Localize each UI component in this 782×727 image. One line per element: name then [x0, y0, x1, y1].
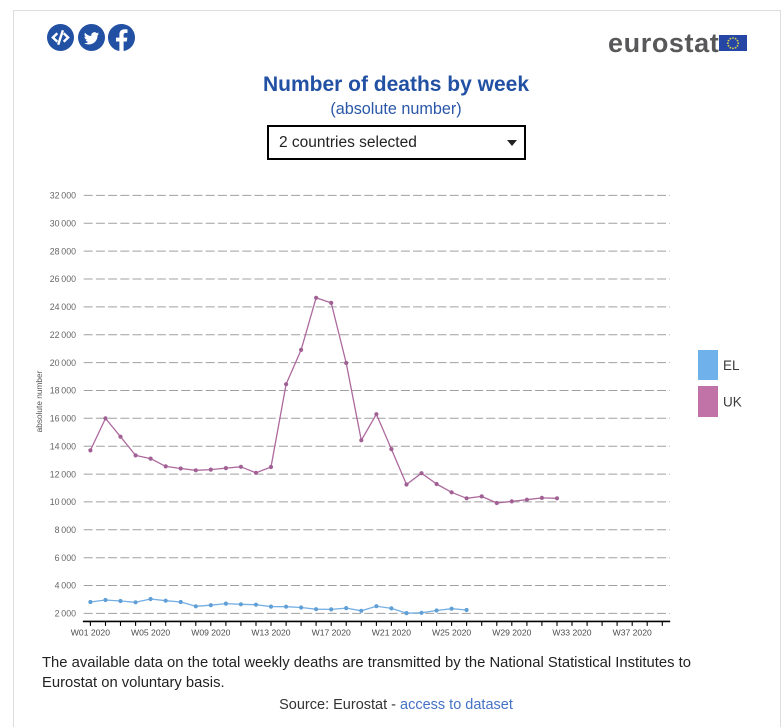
svg-text:10 000: 10 000 — [50, 497, 76, 507]
svg-text:14 000: 14 000 — [50, 441, 76, 451]
svg-text:W29 2020: W29 2020 — [492, 628, 531, 638]
svg-text:6 000: 6 000 — [55, 553, 76, 563]
svg-text:EL: EL — [723, 358, 740, 373]
svg-text:18 000: 18 000 — [50, 386, 76, 396]
svg-text:UK: UK — [723, 395, 742, 410]
svg-text:W09 2020: W09 2020 — [191, 628, 230, 638]
svg-text:12 000: 12 000 — [50, 469, 76, 479]
svg-text:24 000: 24 000 — [50, 302, 76, 312]
svg-text:W05 2020: W05 2020 — [131, 628, 170, 638]
svg-text:absolute number: absolute number — [34, 370, 44, 432]
svg-text:W17 2020: W17 2020 — [312, 628, 351, 638]
svg-text:W01 2020: W01 2020 — [71, 628, 110, 638]
svg-text:16 000: 16 000 — [50, 414, 76, 424]
svg-text:26 000: 26 000 — [50, 274, 76, 284]
svg-text:W21 2020: W21 2020 — [372, 628, 411, 638]
svg-text:30 000: 30 000 — [50, 219, 76, 229]
svg-text:W33 2020: W33 2020 — [552, 628, 591, 638]
svg-text:W25 2020: W25 2020 — [432, 628, 471, 638]
svg-text:4 000: 4 000 — [55, 581, 76, 591]
svg-text:W37 2020: W37 2020 — [613, 628, 652, 638]
svg-text:32 000: 32 000 — [50, 191, 76, 201]
svg-text:W13 2020: W13 2020 — [251, 628, 290, 638]
svg-text:20 000: 20 000 — [50, 358, 76, 368]
svg-text:8 000: 8 000 — [55, 525, 76, 535]
svg-text:28 000: 28 000 — [50, 246, 76, 256]
svg-text:2 000: 2 000 — [55, 609, 76, 619]
svg-text:22 000: 22 000 — [50, 330, 76, 340]
